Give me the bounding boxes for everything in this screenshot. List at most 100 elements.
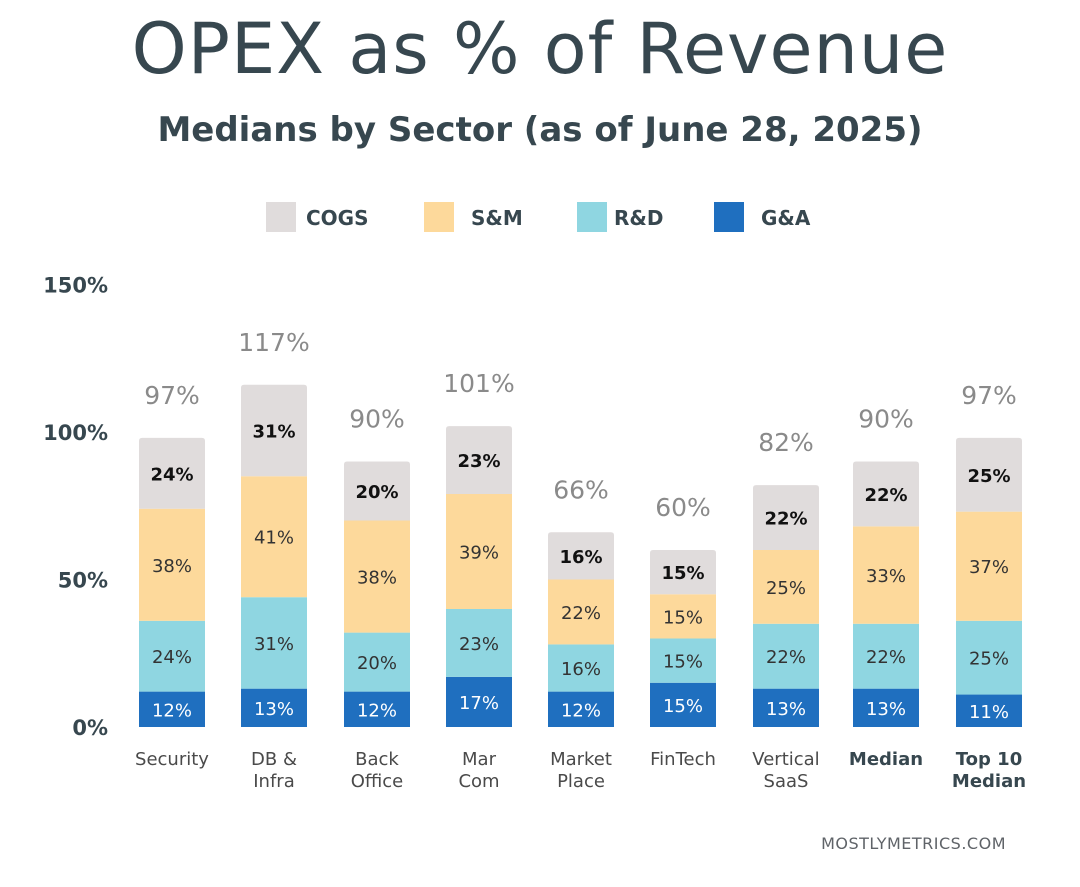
bar-segment-sm	[548, 579, 614, 645]
category-label: Median	[849, 749, 923, 770]
legend-swatch-cogs	[266, 202, 296, 232]
data-label-cogs: 16%	[559, 547, 602, 568]
category-label: Back	[355, 749, 399, 770]
bar-segment-sm	[753, 550, 819, 624]
bar-segment-ga	[650, 682, 716, 727]
legend-label-rd: R&D	[614, 206, 663, 230]
data-label-ga: 15%	[663, 696, 703, 717]
legend-swatch-ga	[714, 202, 744, 232]
bar-segment-ga	[853, 688, 919, 727]
data-label-rd: 16%	[561, 659, 601, 680]
total-label: 66%	[553, 475, 609, 504]
data-label-sm: 15%	[663, 607, 703, 628]
chart-subtitle: Medians by Sector (as of June 28, 2025)	[157, 110, 923, 150]
bar-segment-sm	[853, 526, 919, 624]
data-label-ga: 13%	[866, 699, 906, 720]
bar-segment-rd	[344, 632, 410, 692]
category-label: Place	[557, 771, 605, 792]
bar-segment-sm	[650, 594, 716, 639]
category-label: Top 10	[956, 749, 1022, 770]
legend-label-cogs: COGS	[306, 206, 369, 230]
legend-swatch-sm	[424, 202, 454, 232]
bar-segment-cogs	[139, 437, 205, 509]
data-label-cogs: 20%	[355, 482, 398, 503]
category-label: DB &	[251, 749, 297, 770]
category-label: Median	[952, 771, 1026, 792]
total-label: 97%	[144, 381, 200, 410]
bar-segment-ga	[548, 691, 614, 727]
data-label-cogs: 22%	[864, 485, 907, 506]
bar-segment-sm	[344, 520, 410, 633]
y-tick-label: 50%	[58, 569, 108, 593]
total-label: 60%	[655, 493, 711, 522]
y-tick-label: 0%	[72, 716, 108, 740]
bar-segment-rd	[446, 609, 512, 677]
bar-segment-cogs	[241, 384, 307, 477]
bar-segment-rd	[139, 620, 205, 692]
category-label: Security	[135, 749, 209, 770]
data-label-ga: 13%	[766, 699, 806, 720]
data-label-sm: 41%	[254, 528, 294, 549]
data-label-sm: 22%	[561, 603, 601, 624]
bar-segment-sm	[241, 476, 307, 598]
y-tick-label: 150%	[43, 274, 108, 298]
data-label-ga: 12%	[357, 700, 397, 721]
category-label: Market	[550, 749, 612, 770]
category-label: Mar	[462, 749, 497, 770]
bar-segment-cogs	[753, 485, 819, 550]
data-label-sm: 25%	[766, 578, 806, 599]
bar-segment-sm	[139, 508, 205, 621]
legend-label-sm: S&M	[471, 206, 523, 230]
bar-segment-rd	[650, 638, 716, 683]
bar-segment-cogs	[650, 550, 716, 595]
bar-segment-ga	[753, 688, 819, 727]
bar-segment-ga	[241, 688, 307, 727]
data-label-ga: 13%	[254, 699, 294, 720]
legend-swatch-rd	[577, 202, 607, 232]
data-label-cogs: 23%	[457, 451, 500, 472]
data-label-rd: 22%	[866, 647, 906, 668]
data-label-sm: 38%	[357, 568, 397, 589]
bar-segment-ga	[446, 676, 512, 727]
data-label-rd: 25%	[969, 649, 1009, 670]
total-label: 101%	[443, 369, 514, 398]
total-label: 90%	[858, 405, 914, 434]
bar-segment-rd	[853, 623, 919, 689]
y-tick-label: 100%	[43, 421, 108, 445]
data-label-cogs: 22%	[764, 509, 807, 530]
data-label-rd: 23%	[459, 634, 499, 655]
data-label-sm: 39%	[459, 542, 499, 563]
data-label-ga: 12%	[561, 700, 601, 721]
data-label-rd: 31%	[254, 634, 294, 655]
bar-segment-cogs	[446, 426, 512, 494]
data-label-cogs: 24%	[150, 464, 193, 485]
bar-segment-cogs	[344, 461, 410, 521]
category-label: SaaS	[764, 771, 809, 792]
data-label-rd: 22%	[766, 647, 806, 668]
source-credit: MOSTLYMETRICS.COM	[821, 834, 1006, 853]
legend-label-ga: G&A	[761, 206, 811, 230]
data-label-rd: 20%	[357, 653, 397, 674]
data-label-cogs: 25%	[967, 466, 1010, 487]
data-label-rd: 24%	[152, 647, 192, 668]
bar-segment-cogs	[853, 461, 919, 527]
bar-segment-rd	[956, 620, 1022, 695]
bar-segment-sm	[446, 493, 512, 609]
chart-title: OPEX as % of Revenue	[131, 8, 949, 90]
category-label: Infra	[253, 771, 294, 792]
bar-segment-cogs	[956, 437, 1022, 512]
category-label: FinTech	[650, 749, 716, 770]
bar-segment-rd	[753, 623, 819, 689]
bar-segment-sm	[956, 511, 1022, 621]
data-label-ga: 12%	[152, 700, 192, 721]
data-label-cogs: 31%	[252, 422, 295, 443]
bar-segment-ga	[956, 694, 1022, 727]
data-label-sm: 38%	[152, 556, 192, 577]
data-label-ga: 17%	[459, 693, 499, 714]
category-label: Com	[458, 771, 499, 792]
total-label: 97%	[961, 381, 1017, 410]
total-label: 90%	[349, 405, 405, 434]
bar-segment-ga	[139, 691, 205, 727]
bar-segment-ga	[344, 691, 410, 727]
